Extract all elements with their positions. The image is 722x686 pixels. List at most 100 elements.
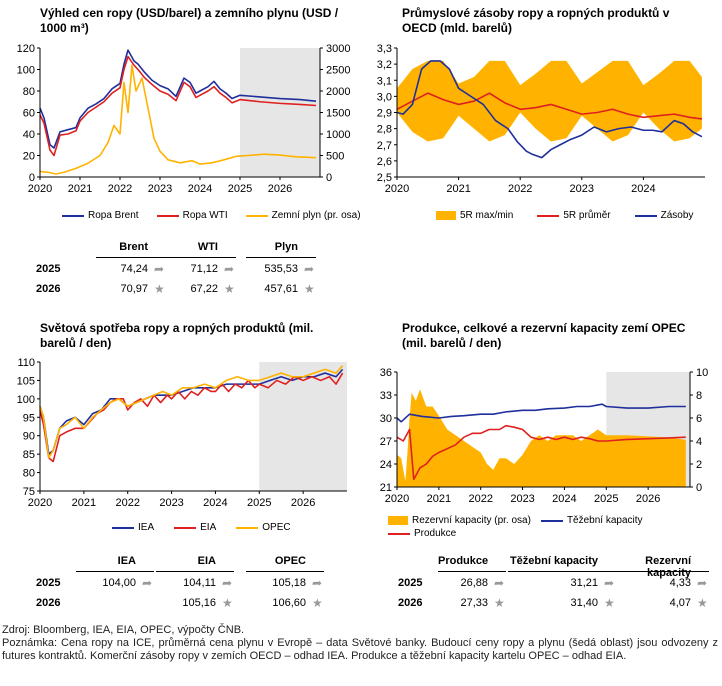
x-tick-label: 2026 <box>268 183 292 195</box>
table-value: 26,88 <box>460 577 488 589</box>
legend-label-eia: EIA <box>200 522 217 533</box>
arrow-icon: ➦ <box>224 262 235 276</box>
x-tick-label: 2025 <box>594 493 618 505</box>
y-tick-label: 90 <box>23 431 35 443</box>
table-row-year: 2025 <box>36 577 61 589</box>
legend-opec-2: Produkce <box>388 528 456 539</box>
legend-swatch-opec <box>236 526 259 529</box>
legend-label-stocks: Zásoby <box>660 210 694 221</box>
table-value: 74,24 <box>120 263 148 275</box>
table-value: 104,00 <box>102 577 136 589</box>
y-tick-label: 2,5 <box>377 172 392 184</box>
chart-title-opec: Produkce, celkové a rezervní kapacity ze… <box>402 321 686 350</box>
y-tick-label: 27 <box>380 436 392 448</box>
table-row: 2026 70,97 ★ 67,22 ★ 457,61 ★ <box>36 281 336 299</box>
y-tick-label: 2,6 <box>377 156 392 168</box>
star-icon: ★ <box>312 596 323 610</box>
x-tick-label: 2024 <box>552 493 576 505</box>
y-tick-label: 95 <box>23 412 35 424</box>
table-value: 31,40 <box>570 597 598 609</box>
x-tick-label: 2024 <box>188 183 212 195</box>
legend-swatch-eia <box>174 526 197 529</box>
y-tick-label: 80 <box>23 468 35 480</box>
table-value: 106,60 <box>272 597 306 609</box>
table-header-row: Brent WTI Plyn <box>36 239 336 258</box>
header-underline <box>246 571 324 572</box>
y-tick-label: 120 <box>17 43 35 55</box>
table-header-row: IEA EIA OPEC <box>36 553 336 572</box>
header-underline <box>246 257 316 258</box>
table-row: 2025 74,24 ➦ 71,12 ➦ 535,53 ➦ <box>36 261 336 279</box>
y2-tick-label: 2500 <box>326 65 350 77</box>
y2-tick-label: 1000 <box>326 129 350 141</box>
y-tick-label: 3,3 <box>377 43 392 55</box>
table-oil-gas-forecast: Brent WTI Plyn 2025 74,24 ➦ 71,12 ➦ 535,53 ➦ 2026 7… <box>36 239 336 299</box>
table-row: 2026 27,33 ★ 31,40 ★ 4,07 ★ <box>398 595 710 613</box>
x-tick-label: 2024 <box>631 183 655 195</box>
table-header-cell: OPEC <box>274 555 306 567</box>
arrow-icon: ➦ <box>697 576 708 590</box>
chart-title-oecd-stocks: Průmyslové zásoby ropy a ropných produkt… <box>402 6 670 35</box>
legend-swatch-spare <box>388 516 408 525</box>
y-tick-label: 60 <box>23 108 35 120</box>
series-line-0 <box>396 403 686 423</box>
arrow-icon: ➦ <box>142 576 153 590</box>
legend-label-gas: Zemní plyn (pr. osa) <box>271 210 361 221</box>
y-tick-label: 40 <box>23 129 35 141</box>
x-tick-label: 2023 <box>148 183 172 195</box>
x-tick-label: 2022 <box>108 183 132 195</box>
header-underline <box>76 571 154 572</box>
star-icon: ★ <box>697 596 708 610</box>
legend-label-brent: Ropa Brent <box>88 210 139 221</box>
table-value: 105,18 <box>272 577 306 589</box>
legend-label-spare: Rezervní kapacity (pr. osa) <box>412 515 531 526</box>
table-row-year: 2026 <box>36 283 61 295</box>
legend-swatch-avg <box>537 214 560 217</box>
table-row-year: 2026 <box>36 597 61 609</box>
x-tick-label: 2024 <box>203 497 227 509</box>
series-line-0 <box>39 49 317 149</box>
arrow-icon: ➦ <box>312 576 323 590</box>
header-underline <box>166 257 236 258</box>
y-tick-label: 3,0 <box>377 91 392 103</box>
footer: Zdroj: Bloomberg, IEA, EIA, OPEC, výpočt… <box>2 624 718 663</box>
legend-consumption: IEA EIA OPEC <box>112 522 291 533</box>
legend-swatch-capacity <box>540 519 563 522</box>
table-value: 70,97 <box>120 283 148 295</box>
star-icon: ★ <box>304 282 315 296</box>
y2-tick-label: 8 <box>696 390 702 402</box>
table-value: 27,33 <box>460 597 488 609</box>
y-tick-label: 2,9 <box>377 108 392 120</box>
series-line-1 <box>39 55 317 157</box>
legend-label-opec: OPEC <box>262 522 291 533</box>
star-icon: ★ <box>224 282 235 296</box>
series-line-1 <box>396 424 686 481</box>
y2-tick-label: 6 <box>696 413 702 425</box>
x-tick-label: 2026 <box>291 497 315 509</box>
chart-title-consumption: Světová spotřeba ropy a ropných produktů… <box>40 321 314 350</box>
series-line-2 <box>39 365 344 459</box>
series-line-2 <box>39 64 317 175</box>
legend-opec-1: Rezervní kapacity (pr. osa) Těžební kapa… <box>388 515 643 526</box>
y-tick-label: 2,7 <box>377 140 392 152</box>
legend-swatch-band <box>436 211 456 220</box>
band-5r-max-min <box>397 60 702 142</box>
y2-tick-label: 0 <box>326 172 332 184</box>
table-header-cell: Rezervní kapacity <box>645 555 691 579</box>
table-header-cell: Těžební kapacity <box>509 555 598 567</box>
y-tick-label: 30 <box>380 413 392 425</box>
arrow-icon: ➦ <box>304 262 315 276</box>
series-line-0 <box>396 92 703 120</box>
table-row: 2026 105,16 ★ 106,60 ★ <box>36 595 336 613</box>
x-tick-label: 2021 <box>68 183 92 195</box>
star-icon: ★ <box>494 596 505 610</box>
legend-swatch-brent <box>62 214 84 217</box>
x-tick-label: 2023 <box>570 183 594 195</box>
arrow-icon: ➦ <box>154 262 165 276</box>
arrow-icon: ➦ <box>222 576 233 590</box>
footer-note: Poznámka: Cena ropy na ICE, průměrná cen… <box>2 637 718 662</box>
y-tick-label: 20 <box>23 151 35 163</box>
y-tick-label: 24 <box>380 459 392 471</box>
header-underline <box>438 571 506 572</box>
